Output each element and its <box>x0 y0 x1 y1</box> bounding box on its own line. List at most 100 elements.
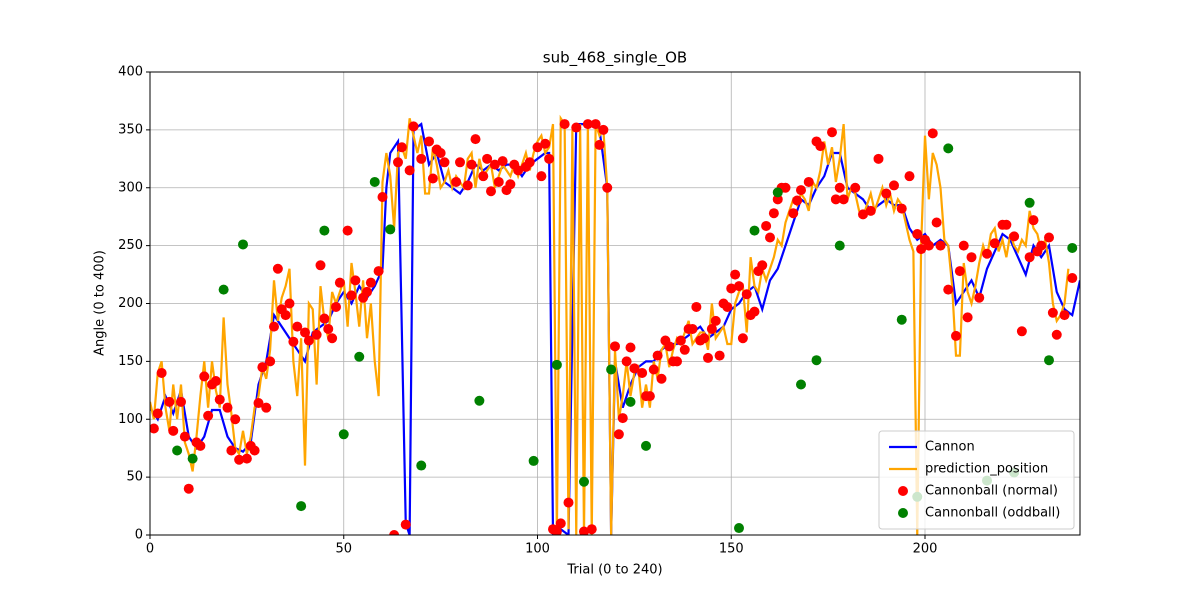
y-axis-label: Angle (0 to 400) <box>93 250 108 356</box>
point <box>958 240 969 251</box>
point <box>544 153 555 164</box>
point <box>1051 329 1062 340</box>
point <box>850 182 861 193</box>
point <box>598 124 609 135</box>
point <box>253 398 264 409</box>
point <box>858 209 868 220</box>
point <box>579 476 589 487</box>
point <box>493 176 504 187</box>
point <box>319 313 330 324</box>
y-tick-label: 350 <box>118 122 143 137</box>
point <box>238 239 248 250</box>
point <box>203 410 214 421</box>
point <box>350 275 361 286</box>
point <box>323 323 334 334</box>
y-tick-label: 0 <box>135 528 143 543</box>
point <box>641 440 651 451</box>
point <box>315 260 326 271</box>
point <box>214 394 225 405</box>
point <box>489 159 500 170</box>
point <box>982 248 992 259</box>
point <box>834 240 845 251</box>
point <box>427 173 438 184</box>
point <box>772 194 783 205</box>
point <box>296 501 307 512</box>
point <box>656 373 667 384</box>
point <box>974 292 985 303</box>
point <box>664 341 675 352</box>
point <box>265 356 276 367</box>
point <box>675 335 686 346</box>
point <box>834 182 845 193</box>
point <box>369 176 380 187</box>
point <box>292 321 303 332</box>
x-tick-label: 150 <box>719 542 744 557</box>
point <box>943 143 954 154</box>
point <box>183 483 194 494</box>
point <box>1067 242 1078 253</box>
point <box>284 298 295 309</box>
point <box>280 310 291 321</box>
point <box>555 518 566 529</box>
point <box>230 414 241 425</box>
point <box>691 301 702 312</box>
point <box>404 165 415 176</box>
point <box>734 523 744 534</box>
point <box>590 119 601 130</box>
point <box>1044 232 1054 243</box>
point <box>408 121 419 132</box>
legend-label: prediction_position <box>925 462 1048 477</box>
point <box>482 153 493 164</box>
point <box>424 136 434 147</box>
point <box>551 359 562 370</box>
point <box>621 356 632 367</box>
point <box>780 182 791 193</box>
point <box>466 159 477 170</box>
point <box>393 157 403 168</box>
point <box>416 153 427 164</box>
point <box>714 350 725 361</box>
point <box>261 402 272 413</box>
point <box>1036 240 1047 251</box>
line <box>150 114 1070 535</box>
point <box>462 180 473 191</box>
point <box>586 524 597 535</box>
chart-title: sub_468_single_OB <box>543 49 687 68</box>
y-tick-label: 100 <box>118 412 143 427</box>
legend-swatch <box>898 486 908 496</box>
point <box>652 350 663 361</box>
point <box>486 186 496 197</box>
point <box>923 240 934 251</box>
point <box>827 127 837 138</box>
point <box>241 453 252 464</box>
legend-box <box>878 430 1075 530</box>
point <box>334 277 345 288</box>
point <box>672 356 682 367</box>
point <box>373 266 384 277</box>
plot-data <box>150 114 1080 535</box>
point <box>873 153 884 164</box>
point <box>943 284 954 295</box>
y-tick-label: 300 <box>118 180 143 195</box>
point <box>617 413 628 424</box>
point <box>954 266 965 277</box>
point <box>706 323 717 334</box>
y-tick-label: 50 <box>126 470 143 485</box>
point <box>916 244 927 255</box>
point <box>594 139 605 150</box>
point <box>648 364 659 375</box>
point <box>749 225 760 236</box>
point <box>497 156 508 167</box>
point <box>559 119 570 130</box>
point <box>734 281 744 292</box>
point <box>400 519 411 530</box>
point <box>474 395 485 406</box>
point <box>679 344 690 355</box>
point <box>796 379 806 390</box>
point <box>765 232 775 243</box>
point <box>699 333 710 344</box>
point <box>222 402 233 413</box>
point <box>1024 197 1035 208</box>
point <box>889 180 899 191</box>
